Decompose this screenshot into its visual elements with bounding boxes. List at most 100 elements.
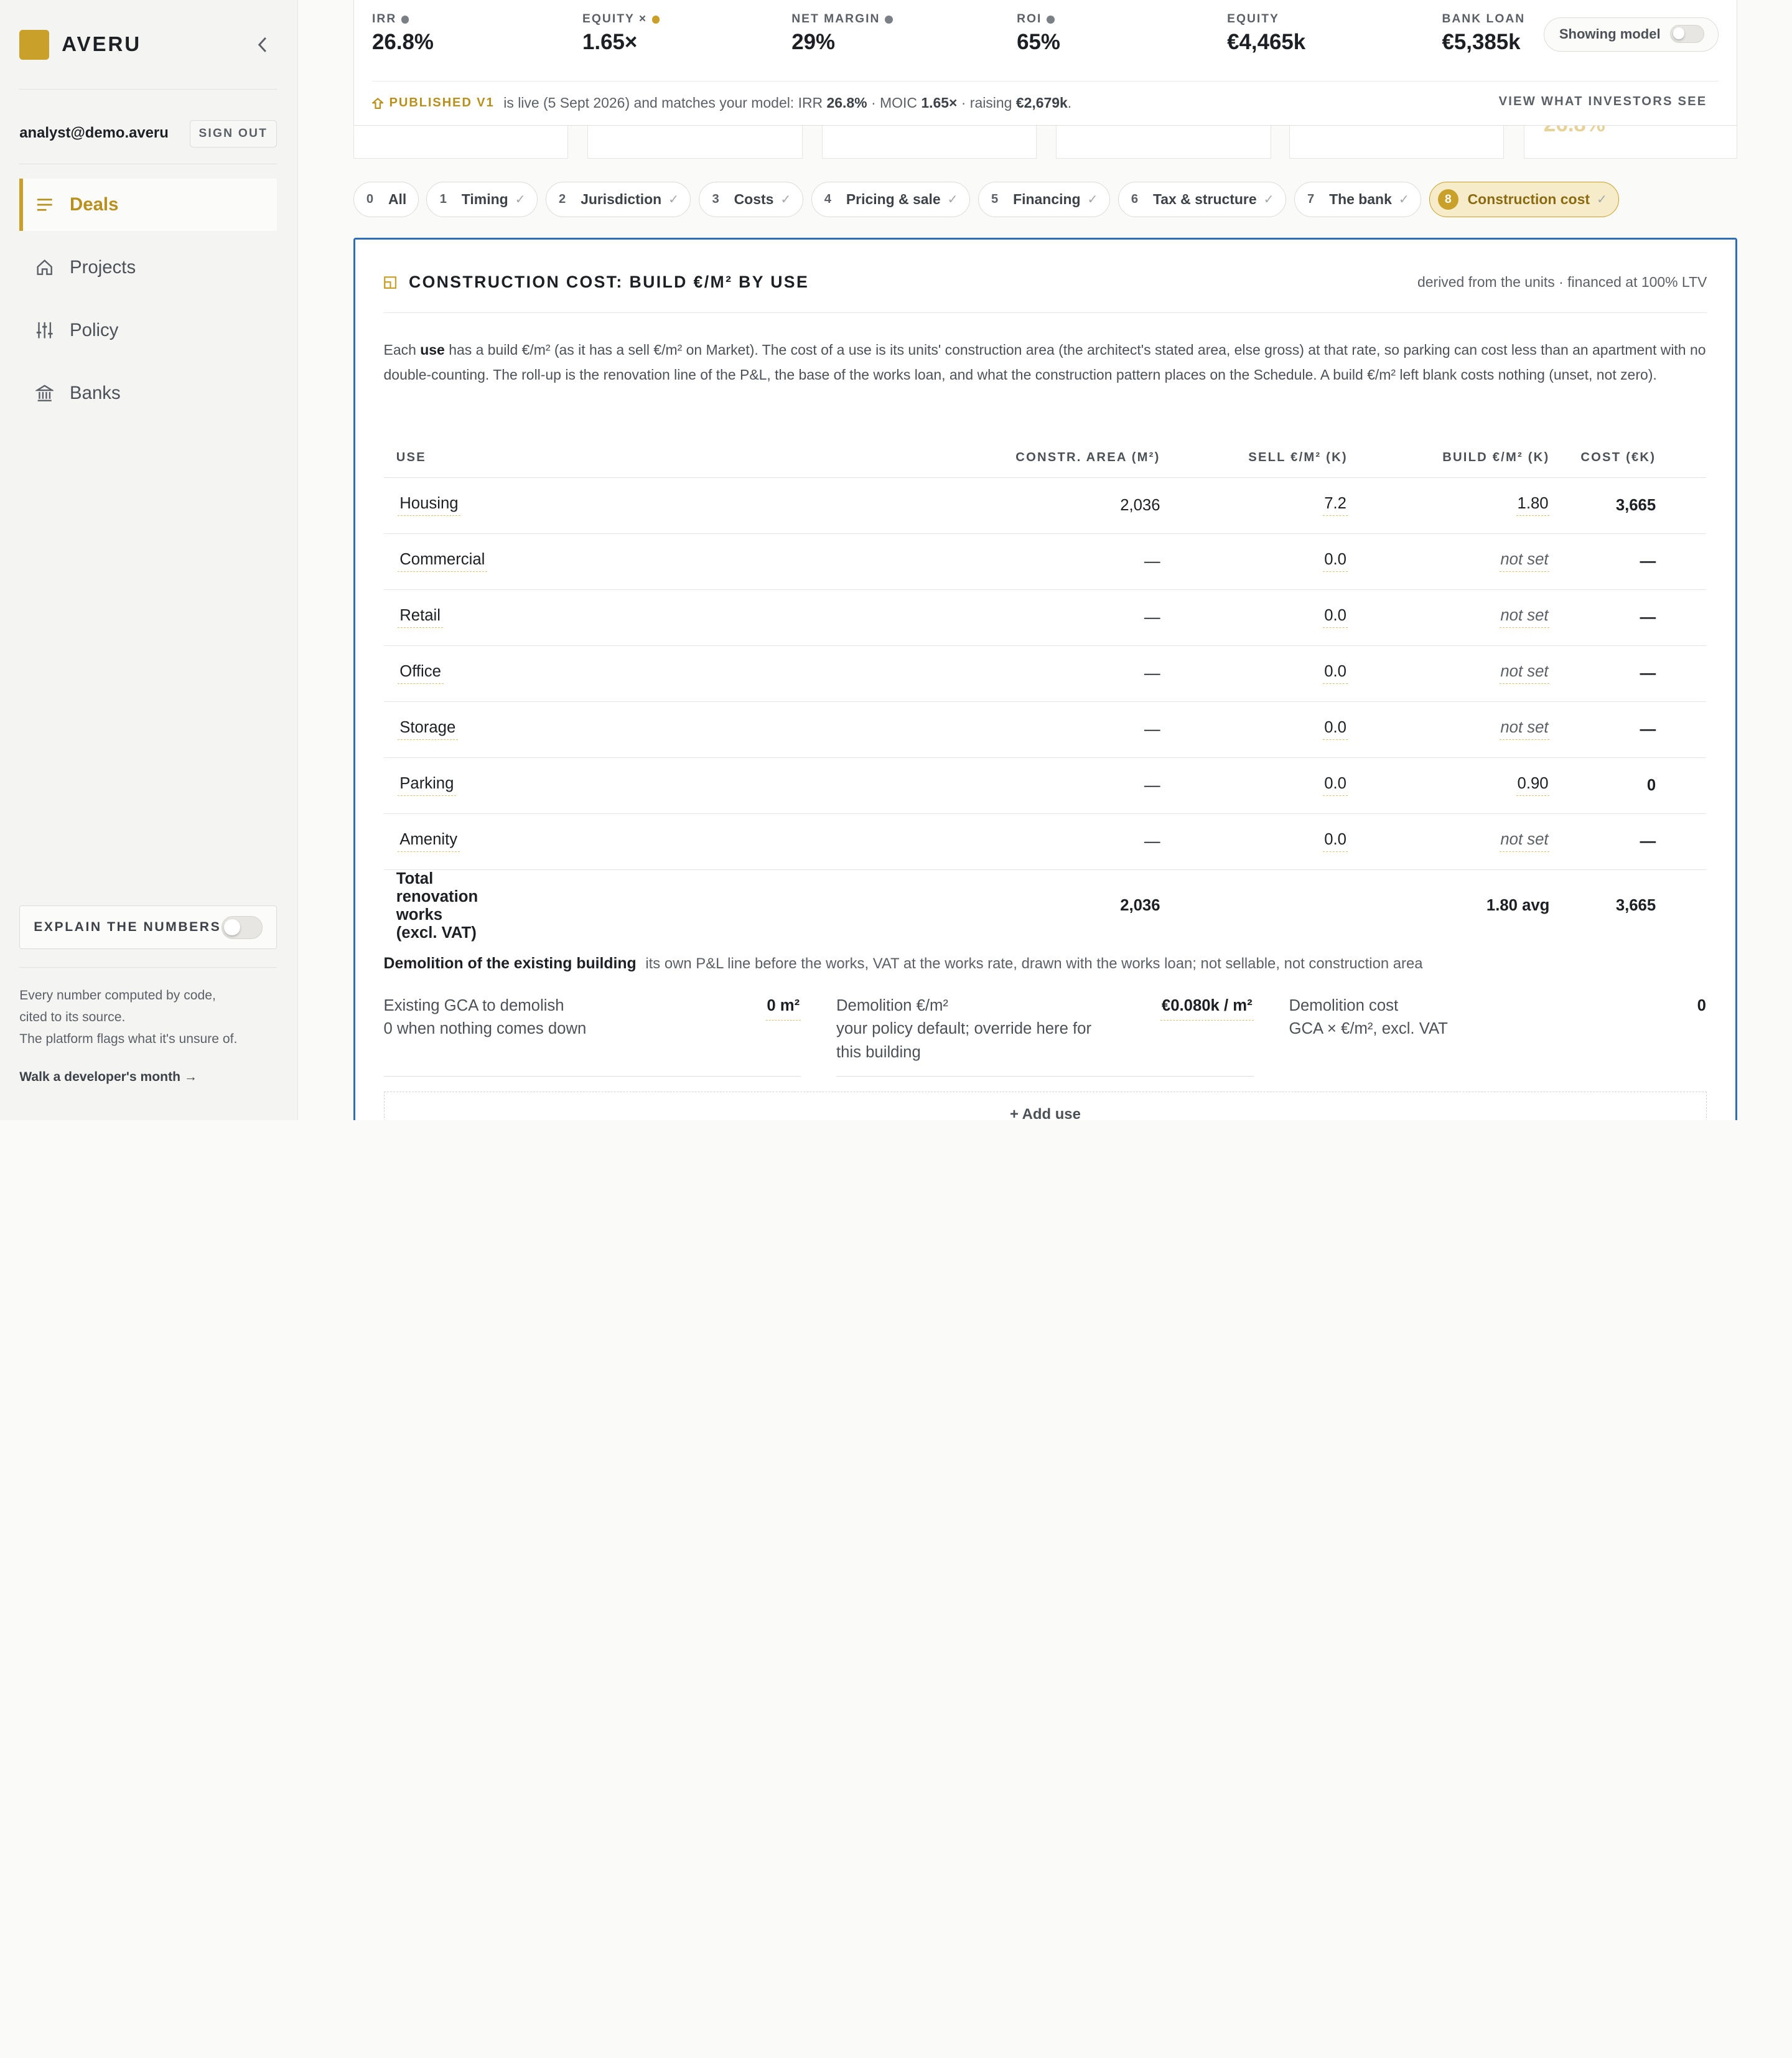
step-label: Financing xyxy=(1013,191,1081,208)
panel-subtitle: derived from the units · financed at 100… xyxy=(1417,274,1707,291)
step-label: All xyxy=(388,191,407,208)
panel-title: CONSTRUCTION COST: BUILD €/M² BY USE xyxy=(408,273,810,292)
sell-rate[interactable]: 7.2 xyxy=(1323,495,1348,516)
explain-the-numbers: EXPLAIN THE NUMBERS xyxy=(19,905,277,949)
sliders-icon xyxy=(35,321,54,339)
metric-value: €5,385k xyxy=(1442,29,1521,54)
cost-cell: — xyxy=(1549,701,1706,758)
metric-equity[interactable]: EQUITY €4,465k xyxy=(1227,12,1305,55)
nav-item-deals[interactable]: Deals xyxy=(19,178,277,232)
sign-out-button[interactable]: SIGN OUT xyxy=(189,119,277,147)
use-name[interactable]: Amenity xyxy=(397,831,460,852)
build-rate-input[interactable]: 0.90 xyxy=(1516,775,1550,796)
demolition-cost-field: Demolition cost GCA × €/m², excl. VAT 0 xyxy=(1289,994,1706,1077)
step-number: 7 xyxy=(1307,192,1315,207)
nav-item-banks[interactable]: Banks xyxy=(19,367,276,420)
table-row: Housing 2,036 7.2 1.80 3,665 xyxy=(383,477,1706,534)
build-rate-input[interactable]: not set xyxy=(1499,663,1550,684)
metric-label: EQUITY xyxy=(1227,12,1305,26)
nav-item-projects[interactable]: Projects xyxy=(19,241,276,294)
existing-gca-input[interactable]: 0 m² xyxy=(765,994,801,1021)
sell-rate[interactable]: 0.0 xyxy=(1323,551,1348,572)
description-emphasis: use xyxy=(420,342,445,358)
main-nav: Deals Projects Policy Banks xyxy=(19,178,277,430)
explain-label: EXPLAIN THE NUMBERS xyxy=(34,919,222,934)
sell-rate[interactable]: 0.0 xyxy=(1323,775,1348,796)
brand[interactable]: AVERU xyxy=(19,29,142,60)
use-name[interactable]: Commercial xyxy=(397,551,488,572)
status-dot xyxy=(1046,15,1055,24)
sell-rate[interactable]: 0.0 xyxy=(1323,719,1348,740)
view-investors-link[interactable]: VIEW WHAT INVESTORS SEE xyxy=(1498,95,1707,109)
area-cell: — xyxy=(487,757,1160,814)
use-name[interactable]: Retail xyxy=(397,607,443,628)
brand-name: AVERU xyxy=(62,32,142,56)
metric-label-text: EQUITY × xyxy=(582,12,648,26)
panel-header: CONSTRUCTION COST: BUILD €/M² BY USE der… xyxy=(383,272,1707,313)
tab-the-bank[interactable]: 7 The bank ✓ xyxy=(1294,182,1422,218)
published-moic: 1.65× xyxy=(921,95,958,111)
tab-tax-structure[interactable]: 6 Tax & structure ✓ xyxy=(1118,182,1286,218)
metric-net-margin[interactable]: NET MARGIN 29% xyxy=(791,12,893,55)
field-label: Existing GCA to demolish 0 when nothing … xyxy=(384,994,587,1041)
demolition-rate-input[interactable]: €0.080k / m² xyxy=(1160,994,1254,1021)
area-cell: — xyxy=(487,701,1160,758)
nav-item-policy[interactable]: Policy xyxy=(19,304,276,357)
tab-financing[interactable]: 5 Financing ✓ xyxy=(978,182,1110,218)
published-text: · raising xyxy=(961,95,1012,111)
area-cell: — xyxy=(487,813,1160,870)
metric-irr[interactable]: IRR 26.8% xyxy=(372,12,434,55)
tab-all[interactable]: 0 All xyxy=(353,182,419,218)
build-rate-input[interactable]: not set xyxy=(1499,607,1550,628)
metric-value: 29% xyxy=(791,29,836,54)
metric-label-text: IRR xyxy=(372,12,397,26)
collapse-sidebar-button[interactable] xyxy=(254,34,272,55)
published-raising: €2,679k xyxy=(1015,95,1068,111)
step-label: Tax & structure xyxy=(1152,191,1257,208)
tab-pricing-sale[interactable]: 4 Pricing & sale ✓ xyxy=(811,182,970,218)
showing-model-switch[interactable]: Showing model xyxy=(1543,17,1719,52)
tab-jurisdiction[interactable]: 2 Jurisdiction ✓ xyxy=(545,182,691,218)
check-icon: ✓ xyxy=(1087,193,1098,207)
use-name[interactable]: Parking xyxy=(397,775,457,796)
published-status: PUBLISHED V1 is live (5 Sept 2026) and m… xyxy=(372,95,1071,111)
step-tabs: 0 All 1 Timing ✓ 2 Jurisdiction ✓ 3 Costs ✓ 4 Pr… xyxy=(353,182,1620,218)
use-name[interactable]: Office xyxy=(397,663,444,684)
tab-costs[interactable]: 3 Costs ✓ xyxy=(699,182,803,218)
panel-description: Each use has a build €/m² (as it has a s… xyxy=(384,338,1707,387)
cost-cell: — xyxy=(1549,589,1706,646)
note-line: cited to its source. xyxy=(19,1010,126,1025)
add-use-button[interactable]: + Add use xyxy=(383,1091,1707,1121)
use-name[interactable]: Housing xyxy=(397,495,461,516)
explain-toggle[interactable] xyxy=(221,916,263,940)
build-rate-input[interactable]: not set xyxy=(1499,831,1550,852)
field-hint: 0 when nothing comes down xyxy=(383,1020,587,1038)
sell-rate[interactable]: 0.0 xyxy=(1323,607,1348,628)
check-icon: ✓ xyxy=(515,193,526,207)
field-label: Demolition cost GCA × €/m², excl. VAT xyxy=(1289,994,1447,1041)
metric-roi[interactable]: ROI 65% xyxy=(1017,12,1060,55)
table-row: Office — 0.0 not set — xyxy=(383,645,1706,702)
build-rate-input[interactable]: not set xyxy=(1499,719,1550,740)
metrics-bar: IRR 26.8% EQUITY × 1.65× NET MARGIN 29% … xyxy=(353,0,1738,126)
walk-developer-month-link[interactable]: Walk a developer's month → xyxy=(19,1070,197,1085)
published-tag-text: PUBLISHED V1 xyxy=(389,96,495,110)
metric-label-text: BANK LOAN xyxy=(1442,12,1526,26)
step-label: Construction cost xyxy=(1467,191,1590,208)
sell-rate[interactable]: 0.0 xyxy=(1323,831,1348,852)
metric-label: NET MARGIN xyxy=(791,12,893,26)
build-rate-input[interactable]: 1.80 xyxy=(1516,495,1550,516)
col-sell: SELL €/M² (K) xyxy=(1160,431,1348,478)
nav-item-label: Policy xyxy=(70,319,119,340)
status-dot xyxy=(401,15,409,24)
use-name[interactable]: Storage xyxy=(397,719,458,740)
nav-item-label: Projects xyxy=(70,256,136,278)
tab-construction-cost[interactable]: 8 Construction cost ✓ xyxy=(1429,182,1620,218)
sell-rate[interactable]: 0.0 xyxy=(1323,663,1348,684)
build-rate-input[interactable]: not set xyxy=(1499,551,1550,572)
metric-bank-loan[interactable]: BANK LOAN €5,385k xyxy=(1442,12,1525,55)
showing-model-toggle[interactable] xyxy=(1670,24,1705,43)
tab-timing[interactable]: 1 Timing ✓ xyxy=(426,182,538,218)
brand-logo xyxy=(19,29,49,60)
metric-equity-multiple[interactable]: EQUITY × 1.65× xyxy=(582,12,660,55)
